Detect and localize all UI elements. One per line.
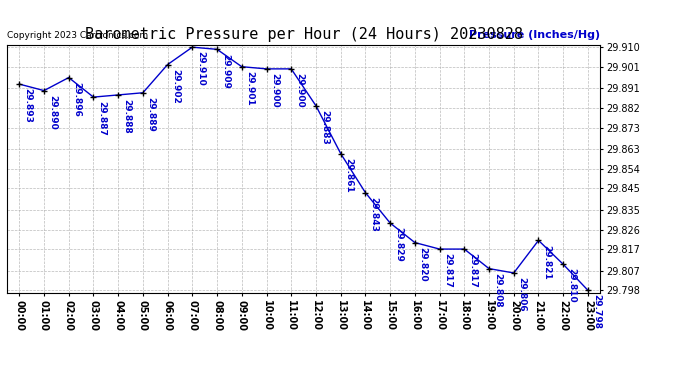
Text: 29.821: 29.821 [542, 244, 551, 279]
Text: 29.883: 29.883 [319, 110, 329, 145]
Text: 29.820: 29.820 [419, 247, 428, 281]
Text: 29.902: 29.902 [171, 69, 181, 104]
Text: 29.909: 29.909 [221, 54, 230, 88]
Text: 29.900: 29.900 [270, 73, 279, 108]
Text: 29.910: 29.910 [196, 51, 205, 86]
Text: 29.888: 29.888 [122, 99, 131, 134]
Text: 29.901: 29.901 [246, 71, 255, 106]
Text: 29.798: 29.798 [592, 294, 601, 330]
Text: 29.887: 29.887 [97, 101, 106, 136]
Text: 29.808: 29.808 [493, 273, 502, 308]
Text: 29.817: 29.817 [468, 253, 477, 288]
Text: 29.817: 29.817 [444, 253, 453, 288]
Text: 29.810: 29.810 [567, 268, 576, 303]
Text: 29.893: 29.893 [23, 88, 32, 123]
Text: 29.861: 29.861 [344, 158, 353, 192]
Text: Copyright 2023 Cartronics.com: Copyright 2023 Cartronics.com [7, 31, 148, 40]
Text: 29.843: 29.843 [369, 197, 378, 232]
Text: 29.900: 29.900 [295, 73, 304, 108]
Text: 29.890: 29.890 [48, 95, 57, 129]
Text: 29.889: 29.889 [147, 97, 156, 132]
Text: 29.829: 29.829 [394, 227, 403, 262]
Title: Barometric Pressure per Hour (24 Hours) 20230828: Barometric Pressure per Hour (24 Hours) … [85, 27, 522, 42]
Text: 29.896: 29.896 [72, 82, 81, 117]
Text: Pressure (Inches/Hg): Pressure (Inches/Hg) [469, 30, 600, 40]
Text: 29.806: 29.806 [518, 277, 526, 312]
